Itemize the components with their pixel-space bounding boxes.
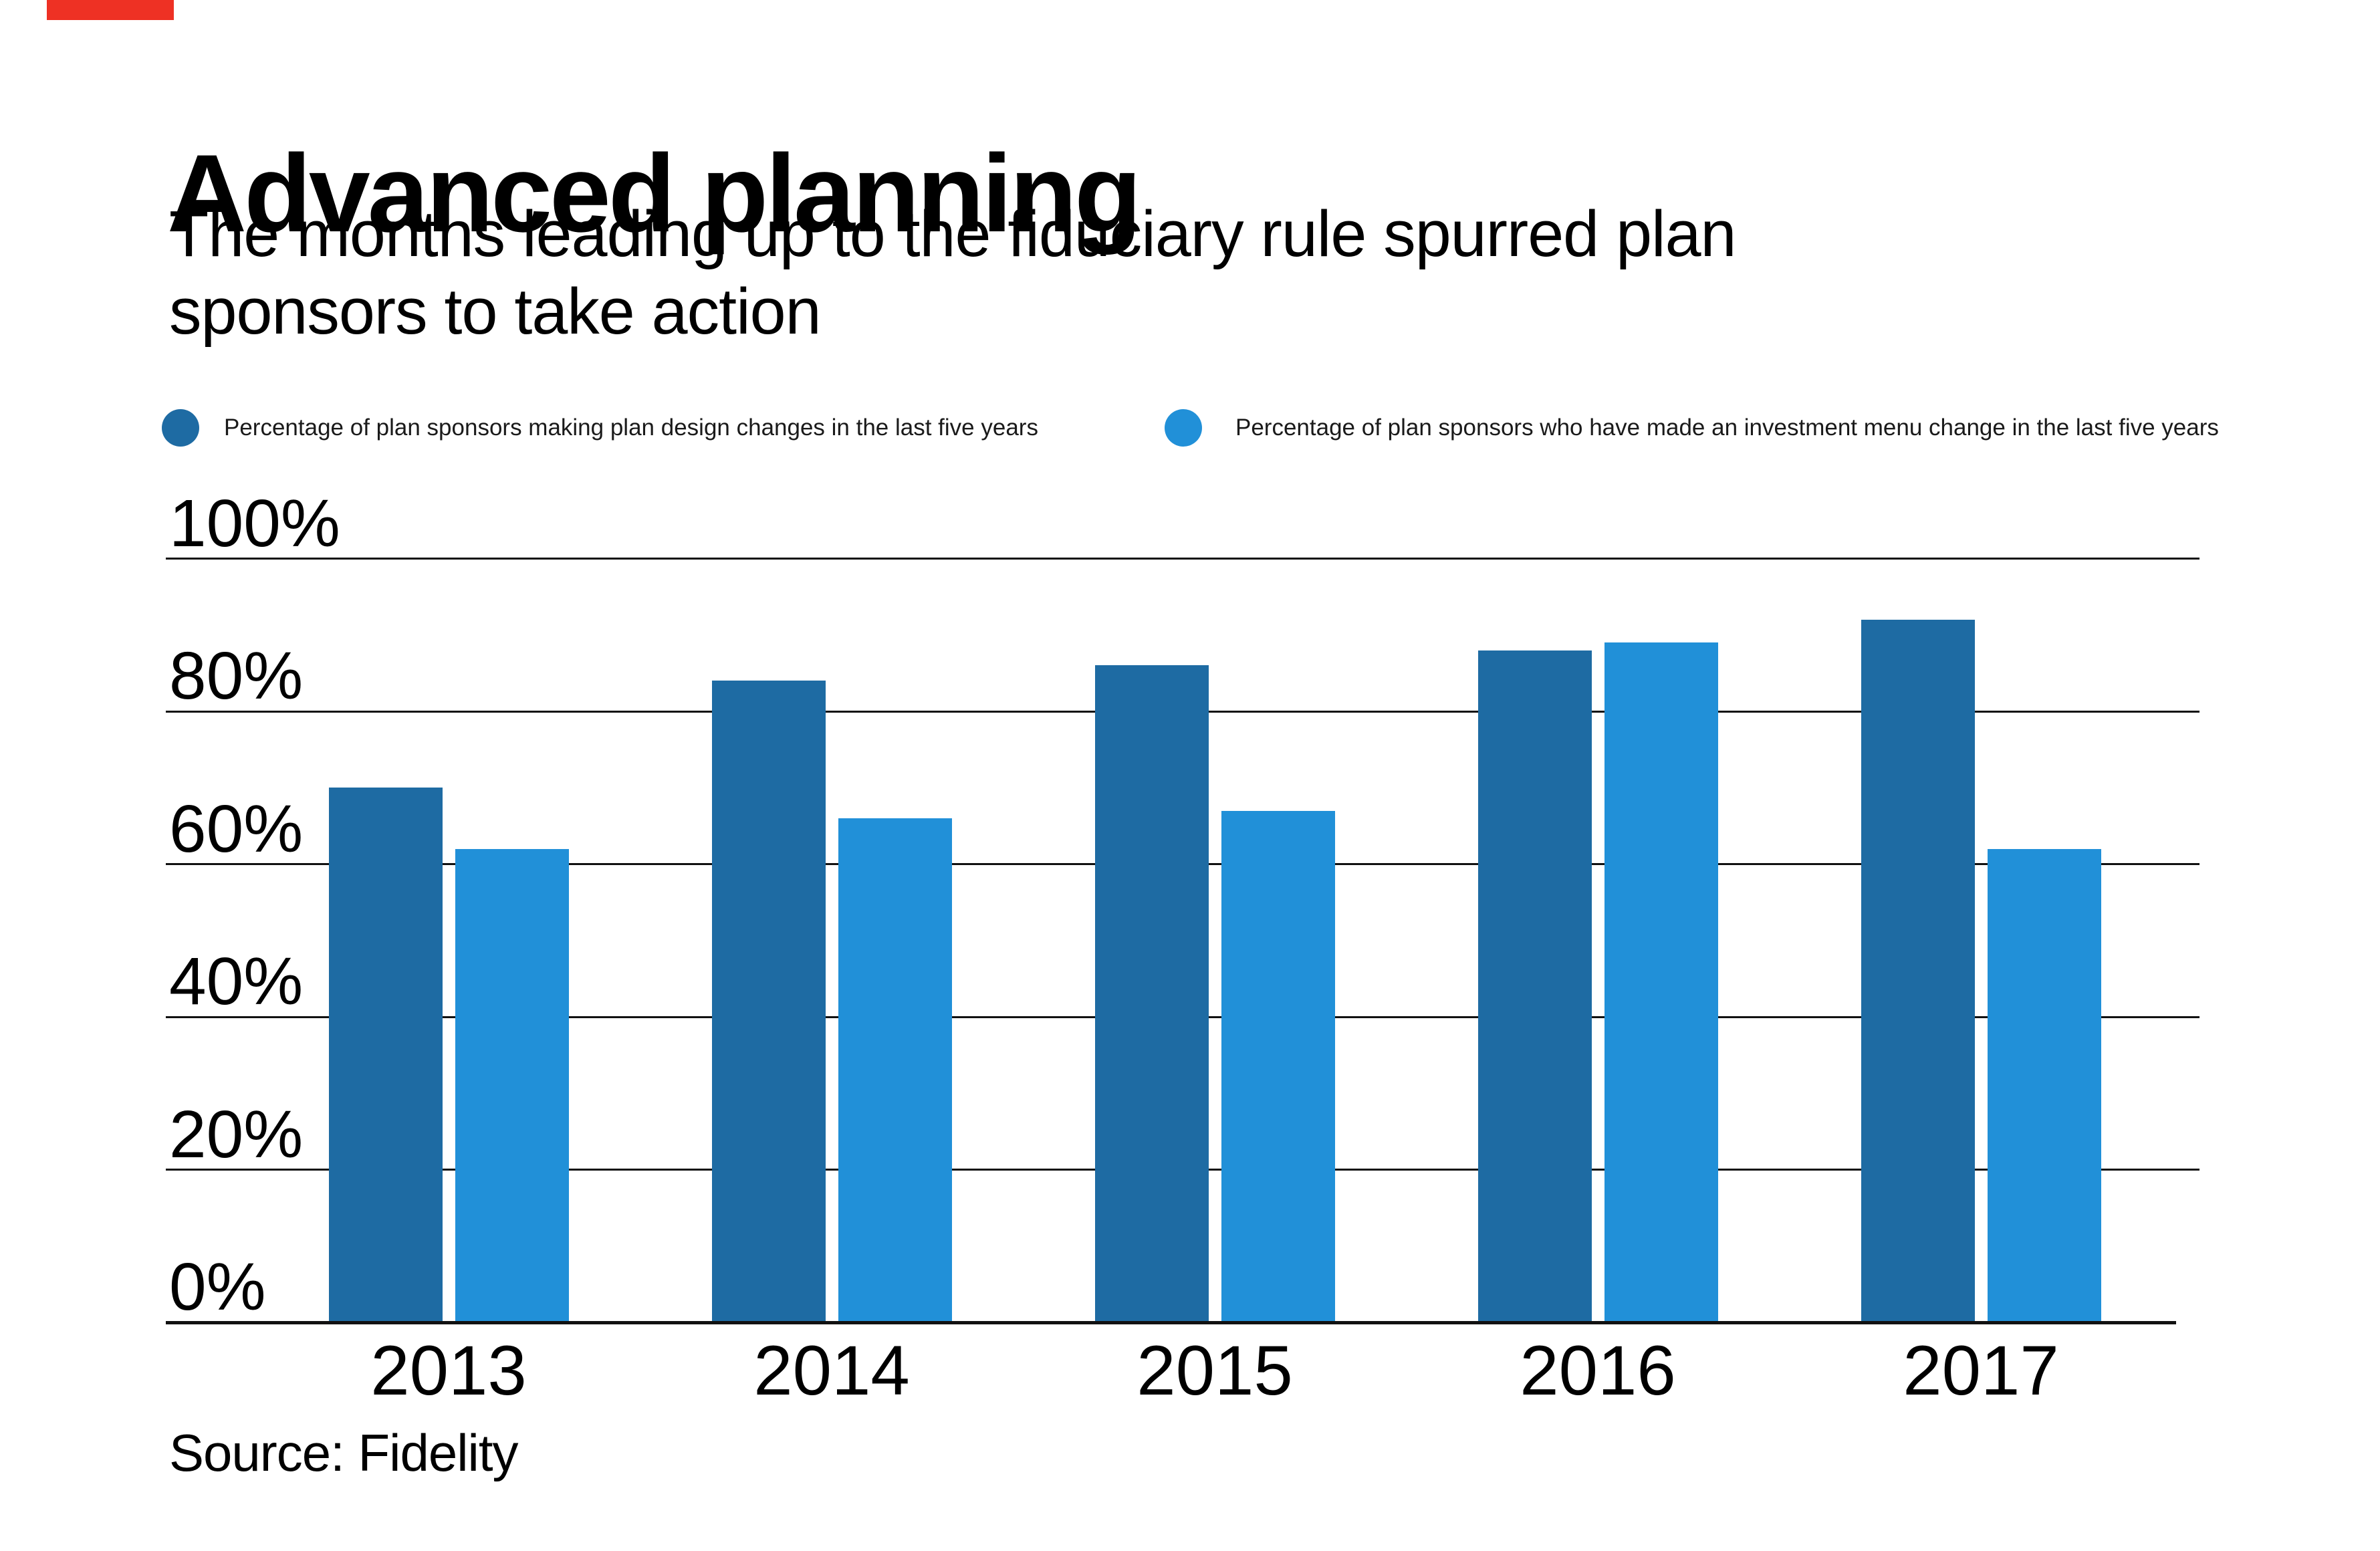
x-axis-label-2014: 2014 xyxy=(753,1332,910,1410)
bar-2013-investment-menu xyxy=(455,848,569,1322)
y-axis-label: 40% xyxy=(169,944,304,1019)
subtitle-line-1: The months leading up to the fiduciary r… xyxy=(169,197,1736,270)
legend-dot-plan-design xyxy=(162,409,199,447)
y-axis-label: 20% xyxy=(169,1096,304,1172)
bar-2015-plan-design xyxy=(1094,665,1209,1322)
x-axis-label-2017: 2017 xyxy=(1903,1332,2059,1410)
y-axis-label: 60% xyxy=(169,791,304,866)
gridline-100 xyxy=(166,558,2199,560)
y-axis-label: 100% xyxy=(169,485,340,561)
x-axis-label-2015: 2015 xyxy=(1137,1332,1293,1410)
x-axis-line xyxy=(166,1321,2176,1324)
subtitle-line-2: sponsors to take action xyxy=(169,275,822,348)
bar-2017-plan-design xyxy=(1861,619,1975,1322)
bar-2016-plan-design xyxy=(1477,650,1592,1322)
legend-label-investment-menu: Percentage of plan sponsors who have mad… xyxy=(1235,414,2219,441)
x-axis-label-2016: 2016 xyxy=(1520,1332,1676,1410)
bar-2014-investment-menu xyxy=(838,818,952,1322)
bar-2014-plan-design xyxy=(711,681,826,1322)
y-axis-label: 80% xyxy=(169,638,304,713)
brand-mark xyxy=(47,0,174,20)
page-title: Advanced planning xyxy=(167,131,1142,255)
source-note: Source: Fidelity xyxy=(169,1423,519,1482)
y-axis-label: 0% xyxy=(169,1249,266,1324)
bar-2013-plan-design xyxy=(328,788,443,1322)
bar-2015-investment-menu xyxy=(1221,810,1335,1322)
page-subtitle: The months leading up to the fiduciary r… xyxy=(169,195,1736,351)
x-axis-label-2013: 2013 xyxy=(370,1332,527,1410)
legend-label-plan-design: Percentage of plan sponsors making plan … xyxy=(224,414,1038,441)
bar-2017-investment-menu xyxy=(1987,848,2101,1322)
bar-2016-investment-menu xyxy=(1604,642,1718,1322)
legend-dot-investment-menu xyxy=(1165,409,1202,447)
